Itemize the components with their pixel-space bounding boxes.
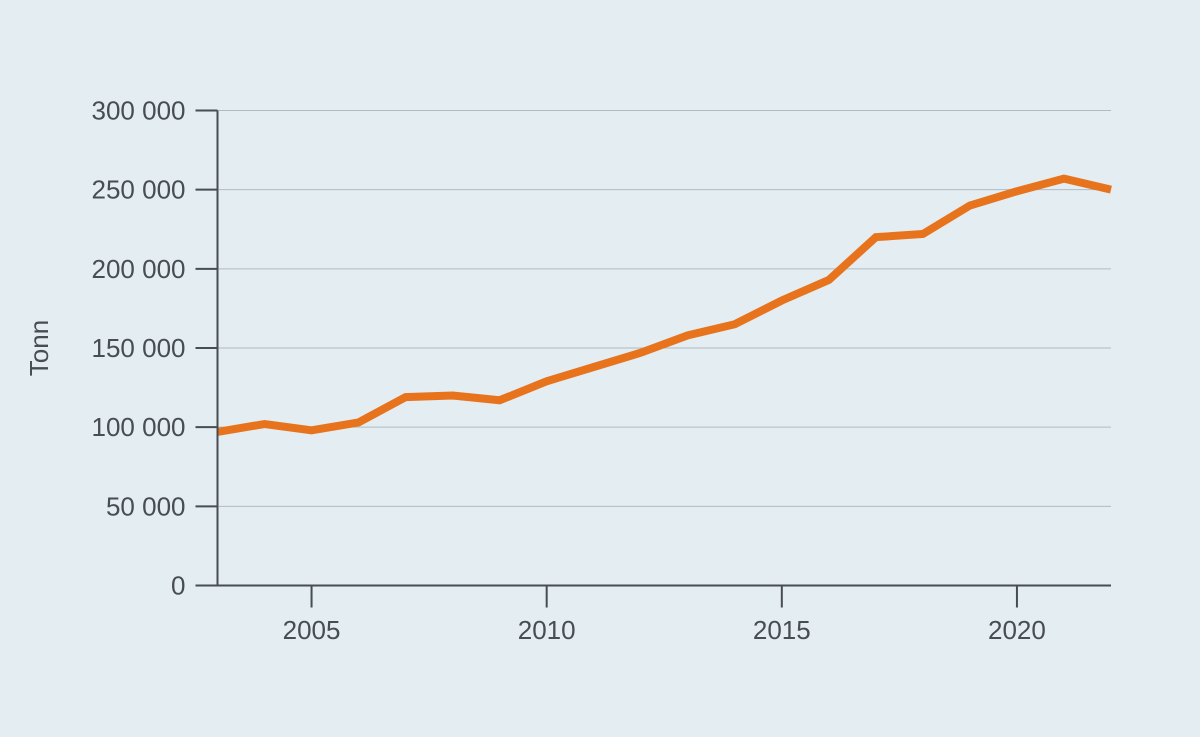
y-tick-label-4: 200 000: [92, 254, 186, 284]
x-tick-label-3: 2020: [988, 615, 1046, 645]
x-tick-label-1: 2010: [518, 615, 576, 645]
y-tick-label-6: 300 000: [92, 96, 186, 126]
y-tick-label-2: 100 000: [92, 412, 186, 442]
y-axis-title: Tonn: [24, 320, 54, 376]
data-line-series-0: [216, 174, 1112, 436]
x-tick-label-2: 2015: [753, 615, 811, 645]
y-tick-label-1: 50 000: [106, 491, 186, 521]
x-tick-label-0: 2005: [283, 615, 341, 645]
y-tick-label-0: 0: [171, 571, 185, 601]
y-tick-label-3: 150 000: [92, 333, 186, 363]
y-tick-label-5: 250 000: [92, 175, 186, 205]
